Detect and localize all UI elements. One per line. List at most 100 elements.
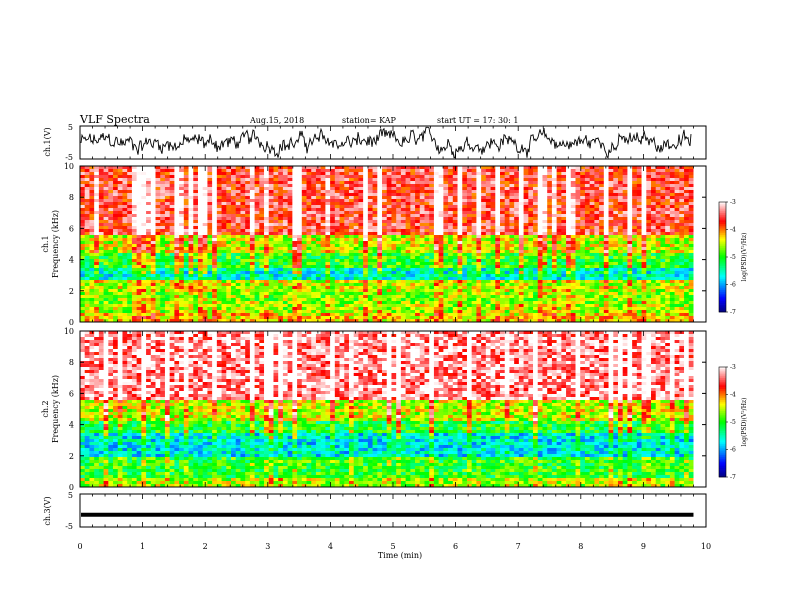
spectrogram-cell — [108, 190, 114, 194]
spectrogram-cell — [221, 280, 227, 284]
spectrogram-cell — [396, 214, 402, 218]
spectrogram-cell — [636, 214, 642, 218]
spectrogram-cell — [131, 241, 137, 245]
spectrogram-cell — [443, 265, 449, 269]
spectrogram-cell — [556, 253, 562, 257]
spectrogram-cell — [415, 202, 421, 206]
spectrogram-cell — [528, 181, 534, 185]
spectrogram-cell — [636, 232, 642, 236]
spectrogram-cell — [193, 220, 199, 224]
spectrogram-cell — [325, 223, 331, 227]
spectrogram-cell — [669, 259, 675, 263]
spectrogram-cell — [688, 181, 694, 185]
spectrogram-cell — [396, 217, 402, 221]
spectrogram-cell — [254, 223, 260, 227]
spectrogram-cell — [264, 253, 270, 257]
spectrogram-cell — [405, 175, 411, 179]
spectrogram-cell — [98, 238, 104, 242]
spectrogram-cell — [197, 241, 203, 245]
spectrogram-cell — [599, 172, 605, 176]
spectrogram-cell — [627, 226, 633, 230]
spectrogram-cell — [282, 268, 288, 272]
spectrogram-cell — [221, 199, 227, 203]
spectrogram-cell — [377, 229, 383, 233]
spectrogram-cell — [117, 205, 123, 209]
spectrogram-cell — [339, 268, 345, 272]
spectrogram-cell — [94, 256, 100, 260]
spectrogram-cell — [141, 223, 147, 227]
spectrogram-cell — [311, 208, 317, 212]
spectrogram-cell — [424, 220, 430, 224]
spectrogram-cell — [665, 274, 671, 278]
spectrogram-cell — [108, 256, 114, 260]
spectrogram-cell — [500, 214, 506, 218]
spectrogram-cell — [405, 253, 411, 257]
spectrogram-cell — [551, 268, 557, 272]
spectrogram-cell — [221, 223, 227, 227]
spectrogram-cell — [382, 244, 388, 248]
spectrogram-cell — [297, 262, 303, 266]
spectrogram-cell — [325, 214, 331, 218]
spectrogram-cell — [377, 166, 383, 170]
spectrogram-cell — [429, 208, 435, 212]
spectrogram-cell — [188, 229, 194, 233]
spectrogram-cell — [113, 211, 119, 215]
spectrogram-cell — [651, 229, 657, 233]
spectrogram-cell — [278, 259, 284, 263]
spectrogram-cell — [278, 214, 284, 218]
spectrogram-cell — [570, 256, 576, 260]
spectrogram-cell — [301, 172, 307, 176]
spectrogram-cell — [188, 214, 194, 218]
spectrogram-cell — [197, 268, 203, 272]
spectrogram-cell — [471, 220, 477, 224]
spectrogram-cell — [603, 262, 609, 266]
spectrogram-cell — [259, 280, 265, 284]
spectrogram-cell — [174, 238, 180, 242]
spectrogram-cell — [452, 226, 458, 230]
spectrogram-cell — [207, 280, 213, 284]
spectrogram-cell — [80, 238, 86, 242]
spectrogram-cell — [646, 256, 652, 260]
spectrogram-cell — [254, 166, 260, 170]
spectrogram-cell — [471, 226, 477, 230]
spectrogram-cell — [608, 199, 614, 203]
spectrogram-cell — [141, 220, 147, 224]
spectrogram-cell — [471, 214, 477, 218]
spectrogram-cell — [651, 238, 657, 242]
spectrogram-cell — [476, 271, 482, 275]
spectrogram-cell — [485, 229, 491, 233]
spectrogram-cell — [537, 211, 543, 215]
spectrogram-cell — [476, 175, 482, 179]
spectrogram-cell — [391, 172, 397, 176]
spectrogram-cell — [372, 256, 378, 260]
spectrogram-cell — [98, 217, 104, 221]
spectrogram-cell — [141, 172, 147, 176]
spectrogram-cell — [221, 274, 227, 278]
spectrogram-cell — [188, 262, 194, 266]
spectrogram-cell — [334, 166, 340, 170]
spectrogram-cell — [556, 241, 562, 245]
spectrogram-cell — [231, 277, 237, 281]
spectrogram-cell — [103, 196, 109, 200]
spectrogram-cell — [179, 241, 185, 245]
spectrogram-cell — [674, 223, 680, 227]
spectrogram-cell — [617, 199, 623, 203]
spectrogram-cell — [405, 190, 411, 194]
spectrogram-cell — [254, 280, 260, 284]
spectrogram-cell — [622, 271, 628, 275]
spectrogram-cell — [589, 196, 595, 200]
spectrogram-cell — [240, 232, 246, 236]
spectrogram-cell — [207, 277, 213, 281]
spectrogram-cell — [599, 193, 605, 197]
spectrogram-cell — [315, 268, 321, 272]
spectrogram-cell — [150, 265, 156, 269]
spectrogram-cell — [617, 181, 623, 185]
spectrogram-cell — [566, 181, 572, 185]
spectrogram-cell — [566, 175, 572, 179]
spectrogram-cell — [481, 205, 487, 209]
spectrogram-cell — [575, 253, 581, 257]
spectrogram-cell — [117, 175, 123, 179]
spectrogram-cell — [476, 265, 482, 269]
spectrogram-cell — [509, 202, 515, 206]
spectrogram-cell — [80, 229, 86, 233]
